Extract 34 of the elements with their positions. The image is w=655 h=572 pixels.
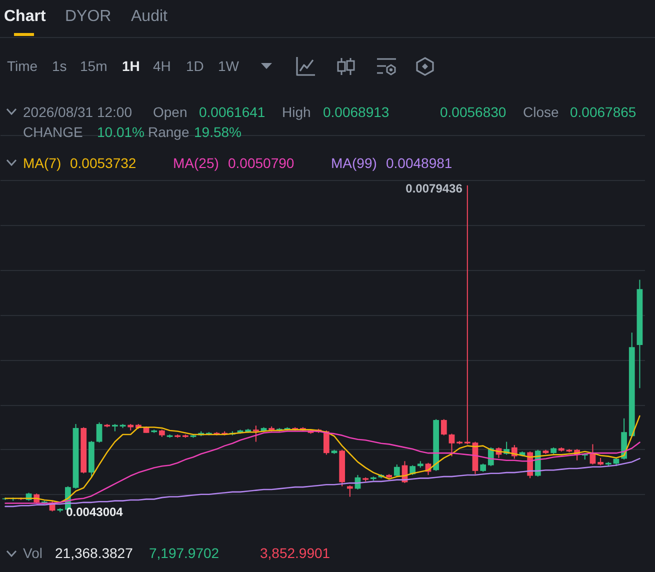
annotation: 0.0050790 xyxy=(228,155,294,171)
text: MA(25) xyxy=(173,155,219,171)
annotation: 0.0043004 xyxy=(66,505,124,520)
annotation: 1D xyxy=(186,58,204,74)
annotation: 0.0068913 xyxy=(323,104,390,120)
annotation: Open xyxy=(153,104,188,120)
annotation: 0.0061641 xyxy=(199,104,266,120)
annotation: 0.0053732 xyxy=(70,155,136,171)
text: Vol xyxy=(23,545,42,561)
text: 7,197.9702 xyxy=(149,545,220,561)
annotation: 2026/08/31 12:00 xyxy=(23,104,132,120)
annotation: Audit xyxy=(131,8,168,26)
annotation: 0.0079436 xyxy=(406,181,463,196)
text: 21,368.3827 xyxy=(55,545,133,561)
annotation: 0.0067865 xyxy=(570,104,636,120)
annotation: DYOR xyxy=(65,8,112,26)
annotation: High xyxy=(282,104,311,120)
annotation: CHANGE xyxy=(23,124,83,140)
annotation: 10.01% xyxy=(97,124,144,140)
text: 3,852.9901 xyxy=(260,545,330,561)
annotation: 0.0056830 xyxy=(440,104,506,120)
annotation: Time xyxy=(7,58,38,74)
text: MA(99) xyxy=(331,155,377,171)
annotation: 0.0048981 xyxy=(386,155,452,171)
annotation: Chart xyxy=(4,8,46,26)
annotation: Close xyxy=(523,104,559,120)
annotation: 15m xyxy=(80,58,108,74)
annotation: 1s xyxy=(52,58,67,74)
annotation: 19.58% xyxy=(194,124,242,140)
annotation: 1W xyxy=(218,58,239,74)
text: MA(7) xyxy=(23,155,62,171)
annotation: 1H xyxy=(122,58,140,74)
annotation: 4H xyxy=(153,58,171,74)
annotation: Range xyxy=(148,124,190,140)
